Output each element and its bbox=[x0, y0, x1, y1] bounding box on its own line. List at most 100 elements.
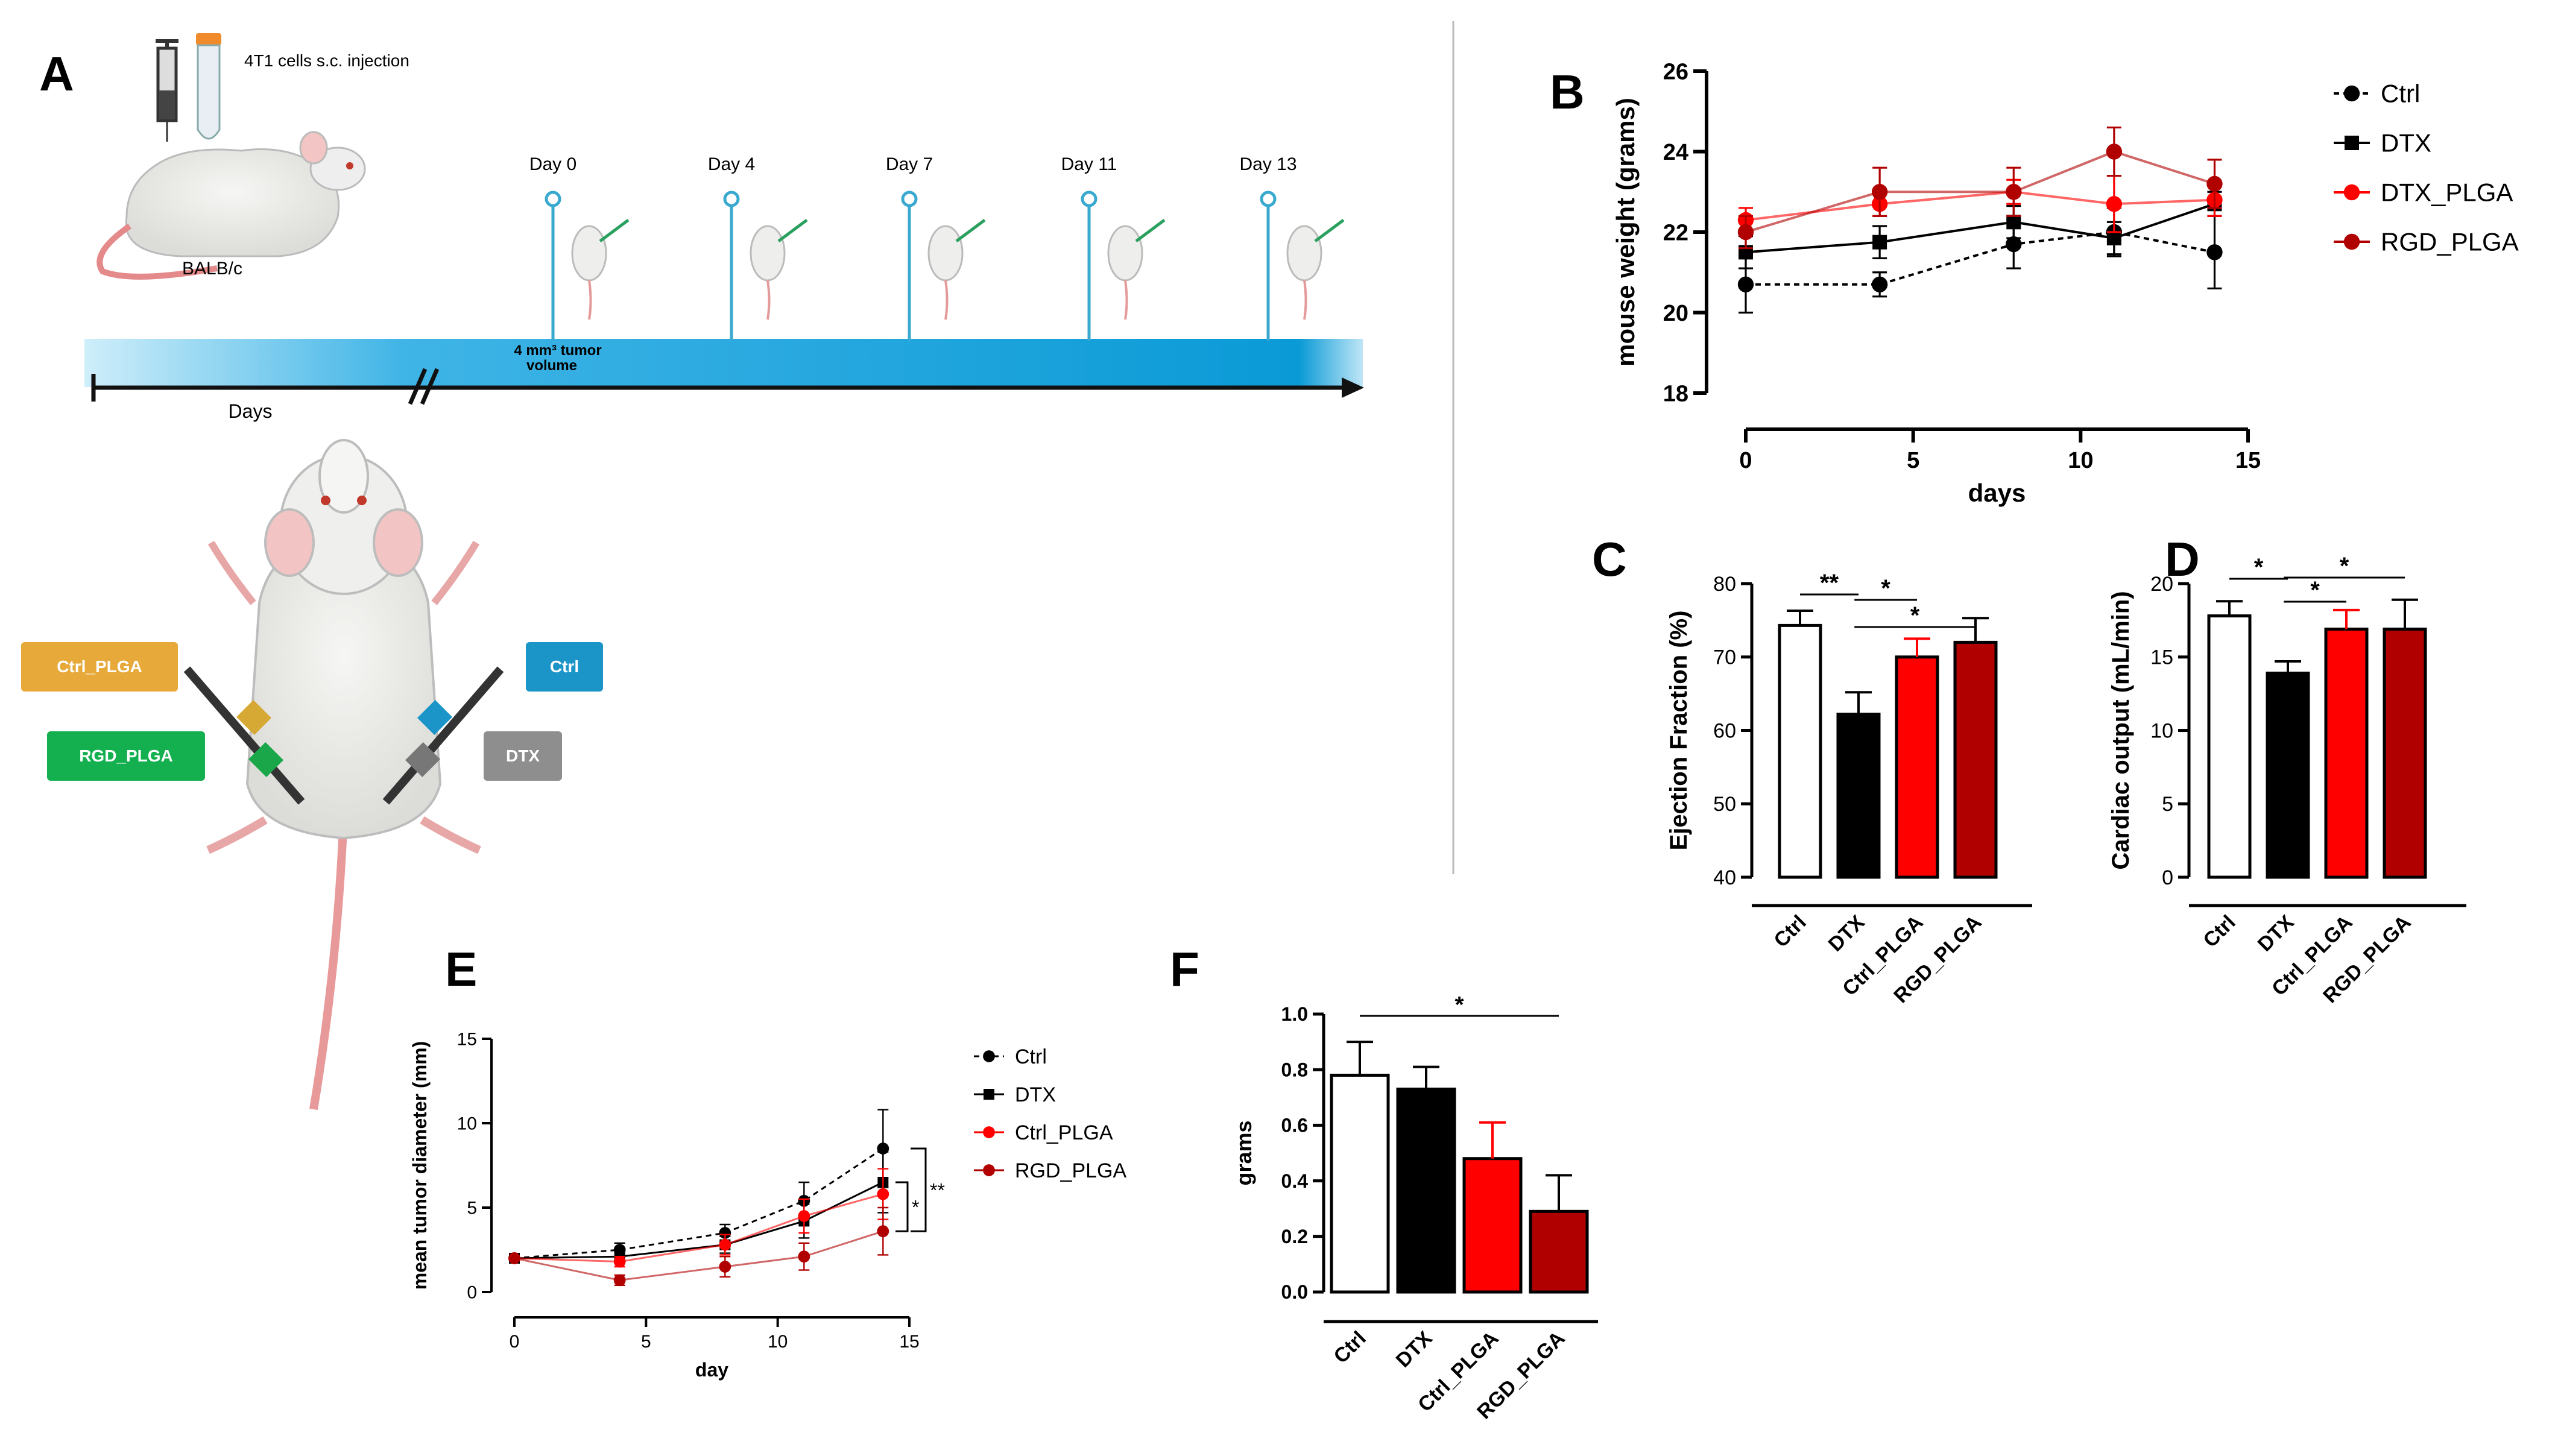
significance-label: * bbox=[2254, 554, 2264, 581]
legend-label: DTX_PLGA bbox=[2381, 178, 2513, 207]
legend-marker bbox=[2343, 85, 2360, 102]
bar-rgd_plga bbox=[1529, 1209, 1589, 1294]
bar-dtx bbox=[2266, 672, 2310, 879]
x-category-label: DTX bbox=[1824, 911, 1869, 956]
tumor-volume-note-2: volume bbox=[526, 358, 577, 374]
significance-bracket bbox=[895, 1181, 909, 1232]
bar-rgd_plga bbox=[1953, 640, 1998, 879]
data-point bbox=[508, 1252, 520, 1264]
y-tick-label: 10 bbox=[457, 1114, 477, 1134]
y-tick-label: 0.8 bbox=[1281, 1059, 1308, 1080]
data-point bbox=[1871, 184, 1888, 200]
y-tick-label: 20 bbox=[2150, 573, 2173, 596]
x-category-label: Ctrl bbox=[1329, 1327, 1370, 1368]
treated-mouse-body bbox=[750, 225, 786, 282]
y-tick-label: 15 bbox=[457, 1030, 477, 1050]
series-line-ctrl bbox=[1746, 230, 2215, 286]
cell-tube-icon bbox=[196, 33, 221, 140]
y-tick-label: 40 bbox=[1713, 866, 1736, 889]
y-tick-label: 15 bbox=[2150, 646, 2173, 669]
panel-letter-a: A bbox=[39, 47, 74, 101]
x-tick-label: 5 bbox=[641, 1332, 651, 1352]
day-marker-label: Day 13 bbox=[1239, 154, 1296, 174]
treated-mouse-syringe bbox=[777, 218, 808, 243]
legend-marker bbox=[2343, 233, 2360, 250]
legend-label: Ctrl bbox=[2381, 80, 2420, 108]
y-tick-label: 0.6 bbox=[1281, 1115, 1308, 1136]
chart-b-weight: 18 20 22 24 26 0 5 10 15 days mouse weight (grams)… bbox=[1611, 59, 2519, 507]
treated-mouse-body bbox=[1107, 225, 1143, 282]
panel-letter-d: D bbox=[2165, 532, 2200, 586]
significance-label: * bbox=[912, 1197, 919, 1218]
panel-letter-c: C bbox=[1592, 532, 1627, 586]
treated-mouse-tail bbox=[1303, 280, 1307, 320]
y-axis-title: Cardiac output (mL/min) bbox=[2108, 591, 2134, 869]
significance-label: ** bbox=[1820, 570, 1839, 596]
bar-ctrl bbox=[1330, 1073, 1390, 1294]
data-point bbox=[2006, 184, 2022, 200]
significance-label: * bbox=[2310, 577, 2320, 604]
legend-label: RGD_PLGA bbox=[1015, 1159, 1126, 1182]
data-point bbox=[2006, 236, 2022, 253]
x-category-label: Ctrl bbox=[2199, 911, 2240, 952]
y-tick-label: 80 bbox=[1713, 573, 1736, 596]
x-tick-label: 10 bbox=[768, 1332, 788, 1352]
y-tick-label: 0 bbox=[2162, 866, 2173, 889]
legend-label: DTX bbox=[2381, 129, 2431, 157]
injection-label: 4T1 cells s.c. injection bbox=[244, 51, 409, 70]
data-point bbox=[1737, 276, 1754, 292]
y-tick-label: 18 bbox=[1663, 381, 1688, 406]
day-marker-label: Day 7 bbox=[886, 154, 933, 174]
legend-label: Ctrl_PLGA bbox=[1015, 1121, 1113, 1144]
bar-ctrl_plga bbox=[2324, 627, 2369, 879]
y-tick-label: 26 bbox=[1663, 59, 1688, 84]
ctrl-group-label: Ctrl bbox=[550, 657, 579, 676]
rgd-plga-group-box bbox=[47, 731, 205, 781]
timeline-axis-label: Days bbox=[229, 400, 273, 422]
chart-e-tumor-diameter: 0 5 10 15 0 5 10 15 day mean tumor diameter (mm) C… bbox=[409, 1030, 1126, 1381]
legend-label: Ctrl bbox=[1015, 1045, 1047, 1068]
legend-marker bbox=[983, 1164, 995, 1176]
x-tick-label: 0 bbox=[1739, 448, 1752, 473]
y-tick-label: 0.0 bbox=[1281, 1281, 1308, 1303]
ctrl-plga-group-box bbox=[21, 642, 178, 692]
legend-label: DTX bbox=[1015, 1083, 1056, 1106]
y-tick-label: 1.0 bbox=[1281, 1003, 1308, 1025]
day-marker-pin-head bbox=[901, 191, 918, 207]
y-tick-label: 5 bbox=[467, 1199, 477, 1218]
treated-mouse-syringe bbox=[1135, 218, 1166, 243]
treated-mouse-tail bbox=[588, 280, 592, 320]
mouse-icon bbox=[96, 131, 366, 280]
y-tick-label: 22 bbox=[1663, 220, 1688, 245]
syringe-icon bbox=[156, 39, 178, 142]
data-point bbox=[798, 1250, 810, 1263]
y-tick-label: 20 bbox=[1663, 301, 1688, 326]
y-tick-label: 60 bbox=[1713, 719, 1736, 742]
day-marker-label: Day 0 bbox=[529, 154, 576, 174]
x-tick-label: 15 bbox=[899, 1332, 919, 1352]
tumor-volume-note: 4 mm³ tumor bbox=[514, 342, 601, 359]
day-marker-label: Day 4 bbox=[708, 154, 755, 174]
bar-ctrl_plga bbox=[1462, 1157, 1523, 1294]
legend-marker bbox=[984, 1089, 994, 1100]
treated-mouse-syringe bbox=[599, 218, 630, 243]
legend-marker bbox=[2343, 184, 2360, 201]
y-tick-label: 24 bbox=[1663, 140, 1688, 165]
treated-mouse-icon bbox=[927, 218, 986, 320]
timeline-day-markers: Day 0 Day 4 Day 7 Day 11 Day 13 bbox=[529, 154, 1345, 341]
ctrl-plga-group-label: Ctrl_PLGA bbox=[57, 657, 142, 676]
treated-mouse-icon bbox=[571, 218, 630, 320]
treated-mouse-tail bbox=[944, 280, 949, 320]
data-point bbox=[877, 1188, 889, 1200]
x-category-label: DTX bbox=[2253, 911, 2299, 956]
y-tick-label: 50 bbox=[1713, 793, 1736, 816]
x-tick-label: 0 bbox=[510, 1332, 520, 1352]
y-axis-title: mouse weight (grams) bbox=[1611, 98, 1640, 367]
legend-marker bbox=[983, 1050, 995, 1062]
dtx-group-label: DTX bbox=[506, 746, 540, 765]
treated-mouse-syringe bbox=[1314, 218, 1345, 243]
